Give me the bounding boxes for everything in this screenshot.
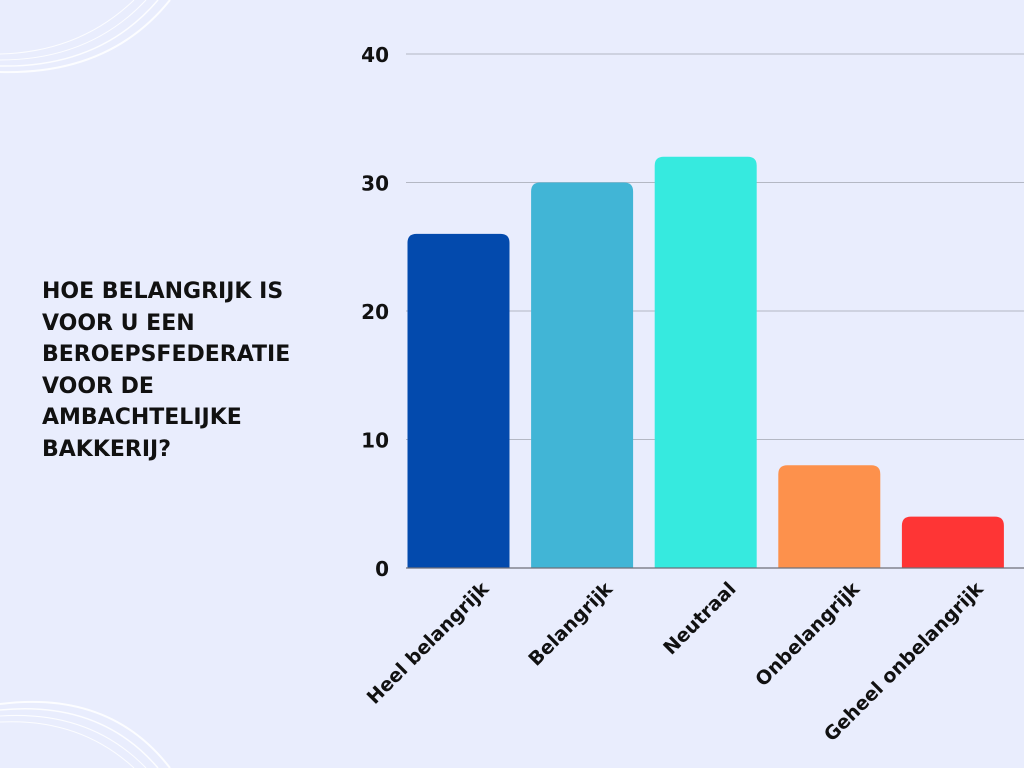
decorative-swirl-bottom-left bbox=[0, 700, 171, 768]
x-tick-label: Onbelangrijk bbox=[751, 578, 864, 691]
y-tick-label: 40 bbox=[361, 43, 389, 67]
bar bbox=[778, 465, 881, 568]
bar bbox=[654, 156, 757, 569]
y-tick-label: 20 bbox=[361, 300, 389, 324]
survey-question: HOE BELANGRIJK IS VOOR U EEN BEROEPSFEDE… bbox=[42, 279, 291, 462]
x-tick-label: Neutraal bbox=[659, 578, 740, 659]
x-tick-label: Heel belangrijk bbox=[363, 578, 494, 709]
y-tick-label: 0 bbox=[375, 557, 389, 581]
y-tick-label: 30 bbox=[361, 172, 389, 196]
bar bbox=[901, 516, 1004, 568]
decorative-swirl-top-left bbox=[0, 0, 171, 74]
y-tick-label: 10 bbox=[361, 429, 389, 453]
bar bbox=[531, 182, 634, 568]
x-tick-label: Belangrijk bbox=[524, 578, 617, 671]
bar bbox=[407, 233, 510, 568]
